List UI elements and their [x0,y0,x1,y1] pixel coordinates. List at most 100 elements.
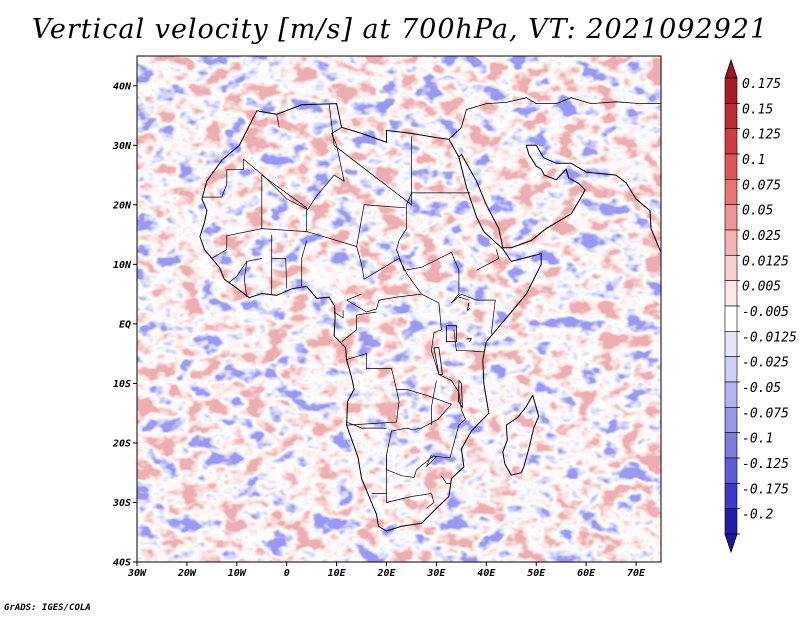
colorbar-swatch [724,432,738,459]
lake-outline [445,325,457,343]
country-border [229,261,248,283]
country-border [243,127,345,211]
lon-tick-label: 20W [177,568,197,579]
country-border [261,174,307,209]
colorbar-label: -0.0125 [742,330,797,345]
country-border [301,240,308,259]
lat-tick-label: 20S [112,438,131,449]
colorbar-swatch [724,331,738,357]
country-border [346,353,397,390]
country-border [476,249,500,271]
lon-tick-label: 30E [426,568,446,579]
lon-tick-label: 40E [477,568,496,579]
colorbar-label: 0.175 [742,77,781,92]
lon-tick-label: 20E [376,568,396,579]
lat-tick-label: 40S [113,558,131,569]
colorbar-swatch [724,128,738,155]
country-border [243,258,262,298]
colorbar-swatch [724,508,738,535]
colorbar-label: 0.005 [742,280,781,295]
country-border [426,454,437,468]
colorbar-swatch [724,483,738,509]
colorbar-swatch [724,77,738,104]
colorbar-swatch [724,153,738,180]
lat-tick-label: 20N [112,200,132,211]
colorbar-swatch [724,305,738,332]
country-border [201,159,244,198]
country-border [333,310,344,319]
colorbar-label: -0.175 [742,482,789,497]
lake-outline [466,302,471,312]
country-border [333,136,412,206]
colorbar-label: 0.0125 [742,254,789,269]
lat-tick-label: 10N [113,260,132,271]
country-border [346,246,466,478]
lake-outline [466,338,473,342]
lon-tick-label: 10E [328,568,347,579]
lon-tick-label: 50E [527,568,546,579]
country-border [276,114,280,128]
country-border [328,103,335,146]
lat-tick-label: 10S [113,379,131,390]
lat-tick-label: EQ [119,319,131,330]
colorbar-swatch [724,457,738,484]
country-border [341,311,377,342]
colorbar-label: -0.005 [742,305,789,320]
country-border [396,192,496,335]
velocity-field [137,56,661,562]
country-border [386,493,435,509]
country-border [458,296,470,301]
country-border [346,293,362,301]
country-border [271,258,288,289]
colorbar: 0.175 0.15 0.125 0.1 0.075 0.05 0.025 0.0125 0.0… [724,58,797,554]
colorbar-swatch [724,280,738,307]
country-border [211,234,228,259]
lat-tick-label: 40N [113,81,132,92]
colorbar-label: -0.025 [742,356,789,371]
lon-tick-label: 70E [627,568,646,579]
lon-tick-label: 30W [127,568,147,579]
lat-tick-label: 30S [112,498,131,509]
credit-label: GrADS: IGES/COLA [4,603,91,613]
country-border [431,380,437,426]
colorbar-swatch [724,356,738,383]
arabia-coastline [458,144,661,253]
colorbar-label: -0.125 [742,457,789,472]
colorbar-bottom-arrow [724,533,738,554]
chart-title: Vertical velocity [m/s] at 700hPa, VT: 2… [31,14,769,45]
colorbar-top-arrow [724,58,738,79]
colorbar-label: -0.05 [742,381,781,396]
country-border [346,293,422,313]
colorbar-swatch [724,229,738,256]
lake-outline [457,380,463,409]
colorbar-label: 0.05 [742,204,773,219]
colorbar-label: 0.075 [742,178,781,193]
country-border [371,454,387,494]
colorbar-label: 0.1 [742,153,765,168]
geography-lines [199,56,661,532]
colorbar-swatch [724,103,738,129]
colorbar-label: -0.1 [742,432,773,447]
colorbar-label: -0.2 [742,508,773,523]
plot-frame [136,55,662,563]
country-border [453,329,484,353]
colorbar-swatch [724,407,738,433]
colorbar-swatch [724,255,738,281]
colorbar-swatch [724,381,738,408]
colorbar-label: -0.075 [742,406,789,421]
colorbar-swatch [724,179,738,205]
colorbar-label: 0.125 [742,128,781,143]
africa-coastline [199,103,542,532]
madagascar-coastline [502,395,540,476]
lat-tick-label: 30N [112,141,132,152]
lon-tick-label: 60E [577,568,596,579]
colorbar-label: 0.025 [742,229,781,244]
colorbar-swatch [724,204,738,231]
country-border [346,421,387,429]
country-border [441,475,447,484]
lon-tick-label: 0 [284,568,290,579]
asia-border-line [448,56,661,140]
lake-outline [433,347,443,375]
